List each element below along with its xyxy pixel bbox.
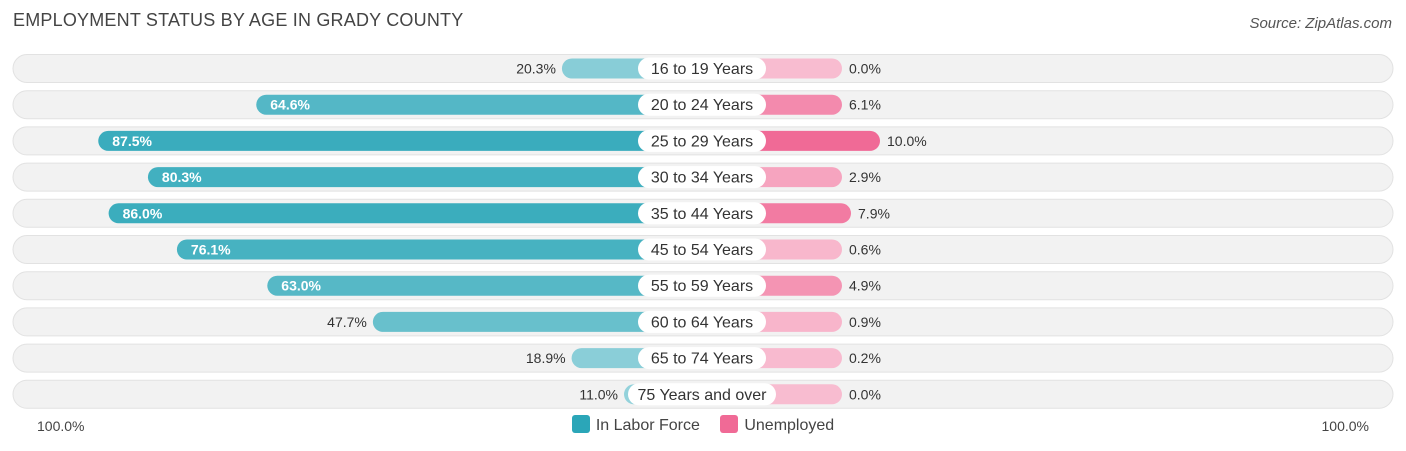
category-pill: [638, 129, 766, 152]
value-label-unemployed: 7.9%: [858, 205, 890, 221]
legend-label-unemployed: Unemployed: [744, 417, 835, 434]
bar-labor-force: [108, 203, 703, 224]
category-pill: [638, 57, 766, 80]
category-pill: [638, 202, 766, 225]
category-label: 55 to 59 Years: [651, 278, 753, 295]
value-label-unemployed: 0.0%: [849, 61, 881, 77]
value-label-unemployed: 0.9%: [849, 314, 881, 330]
value-label-labor-force: 18.9%: [526, 350, 566, 366]
bar-labor-force: [176, 239, 702, 260]
category-label: 65 to 74 Years: [651, 351, 753, 368]
bar-labor-force: [98, 130, 702, 151]
value-label-unemployed: 0.0%: [849, 386, 881, 402]
category-label: 45 to 54 Years: [651, 242, 753, 259]
category-label: 60 to 64 Years: [651, 314, 753, 331]
category-label: 75 Years and over: [638, 387, 768, 404]
category-pill: [638, 274, 766, 297]
bar-labor-force: [256, 94, 702, 115]
value-label-unemployed: 6.1%: [849, 97, 881, 113]
value-label-unemployed: 0.6%: [849, 242, 881, 258]
category-label: 25 to 29 Years: [651, 133, 753, 150]
axis-right-label: 100.0%: [1321, 418, 1369, 434]
value-label-labor-force: 64.6%: [270, 97, 310, 113]
value-label-labor-force: 63.0%: [281, 278, 321, 294]
category-pill: [638, 310, 766, 333]
category-pill: [638, 347, 766, 370]
value-label-unemployed: 4.9%: [849, 278, 881, 294]
value-label-unemployed: 0.2%: [849, 350, 881, 366]
legend-item-labor-force: In Labor Force: [571, 415, 700, 435]
category-label: 35 to 44 Years: [651, 206, 753, 223]
category-pill: [628, 383, 776, 406]
legend: In Labor Force Unemployed: [0, 415, 1406, 435]
value-label-unemployed: 2.9%: [849, 169, 881, 185]
chart-title: EMPLOYMENT STATUS BY AGE IN GRADY COUNTY: [13, 10, 464, 30]
value-label-labor-force: 47.7%: [327, 314, 367, 330]
legend-swatch-labor-force: [571, 415, 590, 433]
bar-labor-force: [267, 275, 702, 296]
value-label-labor-force: 86.0%: [123, 205, 163, 221]
chart-source: Source: ZipAtlas.com: [1249, 15, 1392, 32]
legend-label-labor-force: In Labor Force: [595, 417, 700, 434]
value-label-labor-force: 20.3%: [516, 61, 556, 77]
axis-left-label: 100.0%: [37, 418, 85, 434]
category-pill: [638, 166, 766, 189]
bar-labor-force: [372, 311, 702, 332]
value-label-unemployed: 10.0%: [887, 133, 927, 149]
value-label-labor-force: 76.1%: [191, 242, 231, 258]
category-label: 30 to 34 Years: [651, 170, 753, 187]
value-label-labor-force: 87.5%: [112, 133, 152, 149]
legend-swatch-unemployed: [720, 415, 739, 433]
bar-labor-force: [147, 167, 702, 188]
value-label-labor-force: 11.0%: [579, 386, 618, 402]
category-pill: [638, 238, 766, 261]
category-label: 20 to 24 Years: [651, 97, 753, 114]
category-label: 16 to 19 Years: [651, 61, 753, 78]
category-pill: [638, 93, 766, 116]
legend-item-unemployed: Unemployed: [720, 415, 834, 435]
value-label-labor-force: 80.3%: [162, 169, 202, 185]
